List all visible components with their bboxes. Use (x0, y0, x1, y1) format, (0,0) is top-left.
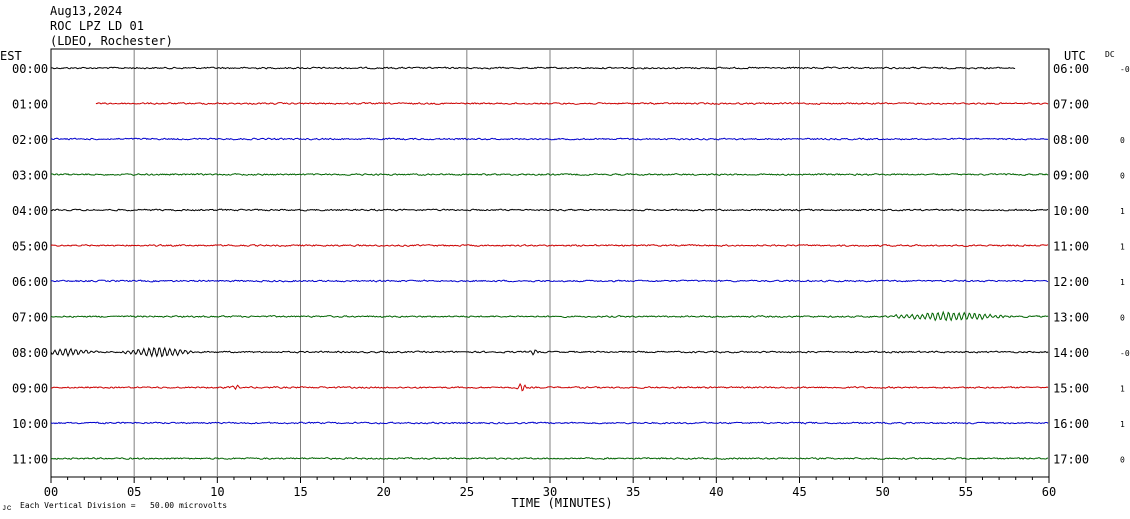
network-name: (LDEO, Rochester) (50, 34, 173, 48)
row-dc-value: 1 (1120, 420, 1125, 429)
x-tick-label-35: 35 (626, 485, 640, 499)
trace-row-1000 (50, 421, 1049, 425)
row-label-utc: 15:00 (1053, 382, 1089, 396)
plot-date: Aug13,2024 (50, 4, 123, 18)
x-tick-label-15: 15 (293, 485, 307, 499)
row-dc-value: 0 (1120, 172, 1125, 181)
row-label-est: 11:00 (12, 453, 48, 467)
traces (50, 66, 1049, 460)
row-dc-value: 1 (1120, 207, 1125, 216)
row-label-utc: 13:00 (1053, 311, 1089, 325)
corner-mark: ᴊᴄ (2, 503, 12, 512)
row-dc-value: 0 (1120, 456, 1125, 465)
row-label-est: 06:00 (12, 275, 48, 289)
row-label-est: 10:00 (12, 417, 48, 431)
est-timezone-label: EST (0, 49, 22, 63)
x-tick-label-30: 30 (543, 485, 557, 499)
x-tick-label-25: 25 (460, 485, 474, 499)
row-label-est: 02:00 (12, 133, 48, 147)
row-label-utc: 14:00 (1053, 346, 1089, 360)
row-label-utc: 06:00 (1053, 62, 1089, 76)
row-dc-value: -0 (1120, 349, 1130, 358)
row-label-est: 00:00 (12, 62, 48, 76)
row-label-est: 05:00 (12, 240, 48, 254)
row-label-utc: 08:00 (1053, 133, 1089, 147)
row-label-est: 07:00 (12, 311, 48, 325)
x-axis-title: TIME (MINUTES) (511, 496, 612, 510)
trace-row-0800 (50, 346, 1049, 358)
utc-timezone-label: UTC (1064, 49, 1086, 63)
dc-column-header: DC (1105, 50, 1115, 59)
row-dc-value: 0 (1120, 136, 1125, 145)
trace-row-0600 (50, 279, 1049, 283)
row-label-est: 03:00 (12, 169, 48, 183)
trace-row-0300 (50, 173, 1049, 176)
x-tick-label-45: 45 (792, 485, 806, 499)
row-label-utc: 11:00 (1053, 240, 1089, 254)
row-label-est: 08:00 (12, 346, 48, 360)
x-tick-label-60: 60 (1042, 485, 1056, 499)
trace-row-0700 (50, 310, 1049, 322)
trace-row-0200 (50, 137, 1049, 141)
trace-row-0900 (51, 382, 1049, 392)
x-tick-label-00: 00 (44, 485, 58, 499)
vertical-scale-note: Each Vertical Division = 50.00 microvolt… (20, 501, 228, 510)
row-label-est: 09:00 (12, 382, 48, 396)
trace-row-1100 (50, 457, 1049, 460)
row-label-utc: 07:00 (1053, 98, 1089, 112)
trace-row-0400 (50, 208, 1049, 212)
x-tick-label-10: 10 (210, 485, 224, 499)
row-label-est: 04:00 (12, 204, 48, 218)
row-dc-value: 1 (1120, 385, 1125, 394)
row-label-utc: 12:00 (1053, 275, 1089, 289)
row-dc-value: 1 (1120, 243, 1125, 252)
row-label-utc: 09:00 (1053, 169, 1089, 183)
x-tick-label-20: 20 (376, 485, 390, 499)
row-dc-value: 0 (1120, 314, 1125, 323)
row-label-utc: 16:00 (1053, 417, 1089, 431)
x-tick-label-50: 50 (875, 485, 889, 499)
row-dc-value: 1 (1120, 278, 1125, 287)
x-tick-label-05: 05 (127, 485, 141, 499)
grid-lines (50, 48, 1050, 483)
station-code: ROC LPZ LD 01 (50, 19, 144, 33)
x-tick-label-40: 40 (709, 485, 723, 499)
trace-row-0500 (50, 244, 1049, 247)
x-tick-label-55: 55 (959, 485, 973, 499)
trace-row-0000 (50, 66, 1016, 70)
row-dc-value: -0 (1120, 65, 1130, 74)
trace-row-0100 (95, 101, 1049, 105)
row-label-utc: 17:00 (1053, 453, 1089, 467)
row-label-est: 01:00 (12, 98, 48, 112)
row-label-utc: 10:00 (1053, 204, 1089, 218)
